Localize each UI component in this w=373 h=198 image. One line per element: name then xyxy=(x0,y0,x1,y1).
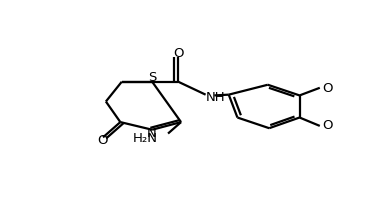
Text: O: O xyxy=(322,82,333,95)
Text: H₂N: H₂N xyxy=(133,132,158,145)
Text: O: O xyxy=(173,47,184,60)
Text: N: N xyxy=(147,127,156,140)
Text: NH: NH xyxy=(206,91,226,104)
Text: S: S xyxy=(148,71,157,84)
Text: O: O xyxy=(98,134,108,147)
Text: O: O xyxy=(322,119,333,132)
